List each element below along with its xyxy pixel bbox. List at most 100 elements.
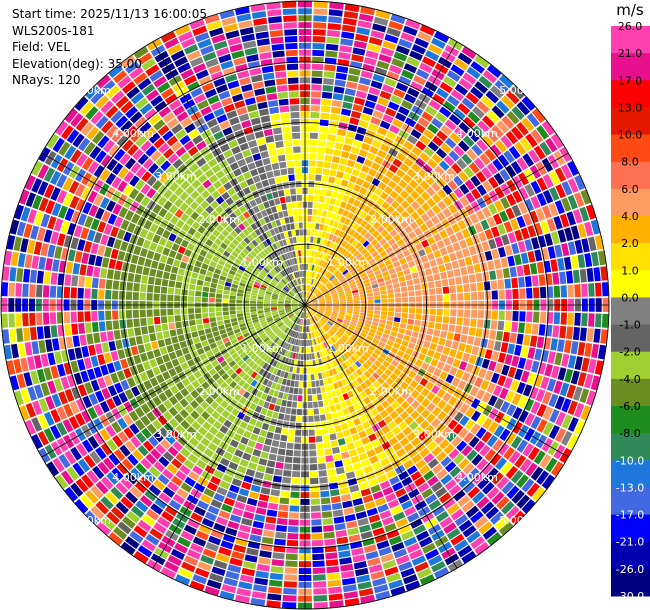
velocity-gate	[136, 363, 145, 374]
velocity-gate	[198, 75, 212, 86]
velocity-gate	[385, 492, 397, 503]
velocity-gate	[469, 213, 479, 224]
velocity-gate	[291, 303, 298, 305]
velocity-gate	[380, 143, 391, 153]
velocity-gate	[31, 255, 40, 269]
velocity-gate	[116, 229, 126, 240]
velocity-gate	[123, 368, 132, 379]
velocity-gate	[350, 247, 357, 255]
velocity-gate	[305, 298, 308, 305]
velocity-gate	[265, 315, 272, 319]
velocity-gate	[357, 581, 372, 590]
velocity-gate	[328, 426, 336, 434]
velocity-gate	[256, 358, 263, 365]
velocity-gate	[184, 404, 194, 414]
velocity-gate	[175, 175, 186, 186]
velocity-gate	[254, 196, 263, 205]
velocity-gate	[203, 281, 211, 287]
velocity-gate	[300, 305, 305, 310]
velocity-gate	[196, 459, 207, 470]
velocity-gate	[223, 451, 233, 461]
velocity-gate	[327, 134, 336, 142]
velocity-gate	[308, 271, 312, 278]
velocity-gate	[258, 234, 265, 242]
velocity-gate	[64, 145, 77, 160]
velocity-gate	[379, 285, 387, 291]
velocity-gate	[133, 550, 149, 564]
velocity-gate	[266, 356, 273, 364]
velocity-gate	[174, 236, 183, 245]
velocity-gate	[227, 273, 235, 280]
velocity-gate	[269, 261, 276, 268]
velocity-gate	[351, 319, 358, 324]
velocity-gate	[233, 168, 242, 177]
velocity-gate	[352, 343, 360, 350]
velocity-gate	[366, 289, 373, 294]
velocity-gate	[313, 279, 317, 286]
velocity-gate	[233, 384, 242, 393]
velocity-gate	[13, 236, 23, 252]
velocity-gate	[422, 340, 431, 349]
velocity-gate	[38, 340, 47, 354]
velocity-gate	[318, 284, 324, 290]
velocity-gate	[538, 324, 546, 336]
velocity-gate	[390, 381, 400, 391]
velocity-gate	[406, 431, 417, 442]
velocity-gate	[426, 413, 436, 424]
velocity-gate	[455, 231, 465, 241]
velocity-gate	[306, 250, 310, 257]
velocity-gate	[88, 344, 96, 356]
velocity-gate	[484, 349, 493, 360]
velocity-gate	[322, 277, 328, 284]
velocity-gate	[298, 325, 302, 332]
velocity-gate	[408, 370, 417, 379]
velocity-gate	[534, 348, 543, 361]
velocity-gate	[420, 347, 429, 355]
velocity-gate	[254, 514, 266, 522]
velocity-gate	[285, 307, 291, 310]
velocity-gate	[278, 300, 285, 303]
velocity-gate	[175, 349, 184, 358]
velocity-gate	[366, 335, 374, 341]
velocity-gate	[359, 237, 367, 245]
velocity-gate	[257, 252, 265, 260]
velocity-gate	[341, 24, 356, 33]
velocity-gate	[206, 481, 218, 492]
velocity-gate	[514, 229, 524, 242]
velocity-gate	[444, 339, 453, 348]
velocity-gate	[422, 314, 429, 321]
velocity-gate	[265, 466, 275, 475]
velocity-gate	[272, 314, 279, 318]
velocity-gate	[409, 336, 418, 344]
velocity-gate	[149, 242, 158, 252]
velocity-gate	[225, 246, 234, 254]
velocity-gate	[336, 340, 343, 347]
velocity-gate	[567, 194, 578, 210]
velocity-gate	[331, 446, 340, 454]
velocity-gate	[219, 210, 229, 220]
velocity-gate	[325, 300, 332, 303]
velocity-gate	[112, 203, 123, 215]
velocity-gate	[337, 356, 344, 364]
velocity-gate	[310, 484, 320, 492]
velocity-gate	[420, 213, 430, 223]
velocity-gate	[216, 224, 225, 233]
velocity-gate	[530, 129, 544, 144]
velocity-gate	[108, 453, 121, 466]
velocity-gate	[271, 259, 278, 267]
velocity-gate	[352, 462, 363, 471]
velocity-gate	[208, 174, 219, 184]
velocity-gate	[269, 374, 276, 382]
velocity-gate	[227, 564, 242, 574]
velocity-gate	[248, 242, 256, 250]
velocity-gate	[413, 426, 424, 436]
velocity-gate	[291, 345, 296, 352]
velocity-gate	[82, 201, 93, 215]
velocity-gate	[293, 309, 300, 314]
velocity-gate	[482, 417, 493, 430]
velocity-gate	[134, 419, 146, 431]
velocity-gate	[373, 16, 389, 26]
velocity-gate	[475, 389, 486, 400]
velocity-gate	[291, 315, 297, 322]
velocity-gate	[279, 385, 286, 392]
